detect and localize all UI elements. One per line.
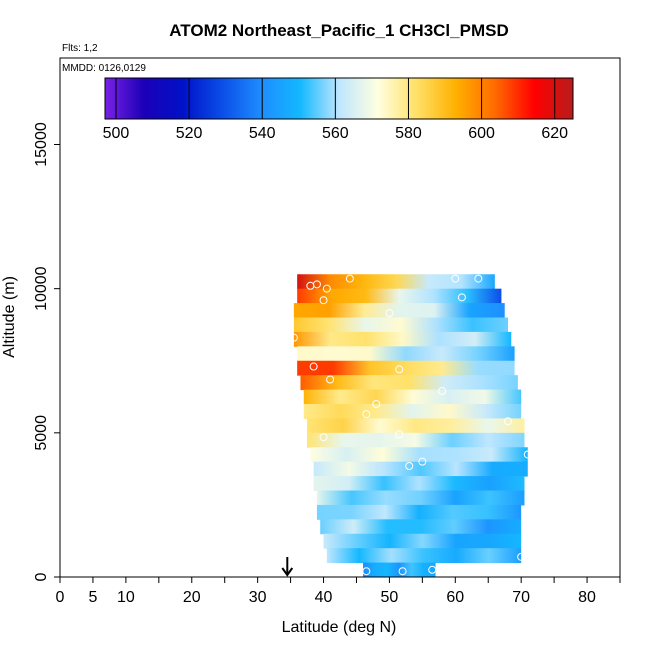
heatmap-cell bbox=[316, 504, 522, 520]
sample-point bbox=[362, 410, 371, 419]
y-tick-label: 10000 bbox=[33, 266, 50, 311]
y-tick-label: 15000 bbox=[33, 122, 50, 167]
heatmap-cell bbox=[293, 331, 512, 347]
y-tick-label: 0 bbox=[33, 572, 50, 581]
sample-point bbox=[309, 362, 318, 371]
sample-point bbox=[289, 333, 298, 342]
sample-point bbox=[322, 284, 331, 293]
heatmap-cell bbox=[320, 519, 522, 535]
heatmap-cell bbox=[297, 346, 515, 362]
mmdd-label: MMDD: 0126,0129 bbox=[62, 63, 146, 74]
sample-point bbox=[326, 375, 335, 384]
sample-point bbox=[457, 293, 466, 302]
heatmap-cell bbox=[310, 447, 528, 463]
heatmap-cell bbox=[326, 548, 522, 564]
sample-point bbox=[312, 280, 321, 289]
colorbar-ticks: 500 520 540 560 580 600 620 bbox=[103, 78, 568, 142]
colorbar-tick-label: 600 bbox=[468, 125, 495, 142]
sample-point bbox=[405, 461, 414, 470]
heatmap-cell bbox=[293, 317, 508, 333]
x-tick-label: 40 bbox=[315, 589, 333, 606]
latitude-marker-arrow bbox=[281, 557, 294, 577]
heatmap-cell bbox=[313, 461, 528, 477]
x-tick-label: 10 bbox=[117, 589, 135, 606]
heatmap-cell bbox=[316, 490, 525, 506]
sample-point bbox=[517, 552, 526, 561]
colorbar-tick-label: 520 bbox=[176, 125, 203, 142]
y-tick-label: 5000 bbox=[33, 415, 50, 451]
heatmap-cell bbox=[297, 288, 502, 304]
heatmap-cells bbox=[293, 274, 528, 578]
sample-point bbox=[395, 365, 404, 374]
heatmap-cell bbox=[307, 432, 525, 448]
heatmap-cell bbox=[307, 418, 525, 434]
heatmap-cell bbox=[300, 375, 518, 391]
sample-point bbox=[523, 450, 532, 459]
sample-point bbox=[395, 430, 404, 439]
y-axis-label: Altitude (m) bbox=[1, 276, 18, 358]
colorbar-tick-label: 560 bbox=[322, 125, 349, 142]
x-tick-label: 30 bbox=[249, 589, 267, 606]
sample-point bbox=[319, 296, 328, 305]
x-axis-label: Latitude (deg N) bbox=[282, 619, 397, 636]
sample-point bbox=[474, 274, 483, 283]
sample-point bbox=[372, 400, 381, 408]
sample-points bbox=[289, 274, 532, 576]
sample-point bbox=[398, 567, 407, 576]
sample-point bbox=[362, 567, 371, 576]
x-tick-label: 5 bbox=[88, 589, 97, 606]
sample-point bbox=[438, 387, 447, 396]
heatmap-cell bbox=[303, 404, 522, 419]
heatmap-cell bbox=[297, 274, 495, 290]
x-tick-label: 0 bbox=[56, 589, 65, 606]
sample-point bbox=[418, 457, 427, 466]
chart-title: ATOM2 Northeast_Pacific_1 CH3Cl_PMSD bbox=[169, 21, 508, 40]
heatmap-cell bbox=[303, 389, 522, 405]
colorbar-tick-label: 620 bbox=[541, 125, 568, 142]
sample-point bbox=[504, 417, 512, 426]
colorbar-tick-label: 540 bbox=[249, 125, 276, 142]
sample-point bbox=[319, 433, 328, 442]
x-tick-label: 80 bbox=[578, 589, 596, 606]
x-tick-label: 20 bbox=[183, 589, 201, 606]
x-tick-label: 50 bbox=[381, 589, 399, 606]
heatmap-cell bbox=[297, 360, 515, 376]
x-axis: 0 5 10 20 30 40 50 60 70 80 bbox=[56, 576, 621, 606]
flights-label: Flts: 1,2 bbox=[62, 43, 98, 54]
colorbar bbox=[104, 77, 574, 120]
heatmap-cell bbox=[323, 533, 522, 549]
sample-point bbox=[385, 309, 394, 318]
heatmap-cell bbox=[293, 303, 505, 318]
heatmap-cell bbox=[313, 476, 525, 491]
colorbar-tick-label: 580 bbox=[395, 125, 422, 142]
x-tick-label: 60 bbox=[446, 589, 464, 606]
y-axis: 0 5000 10000 15000 bbox=[33, 122, 60, 581]
colorbar-tick-label: 500 bbox=[103, 125, 130, 142]
x-tick-label: 70 bbox=[512, 589, 530, 606]
sample-point bbox=[345, 274, 354, 283]
sample-point bbox=[451, 274, 460, 283]
sample-point bbox=[428, 565, 437, 574]
